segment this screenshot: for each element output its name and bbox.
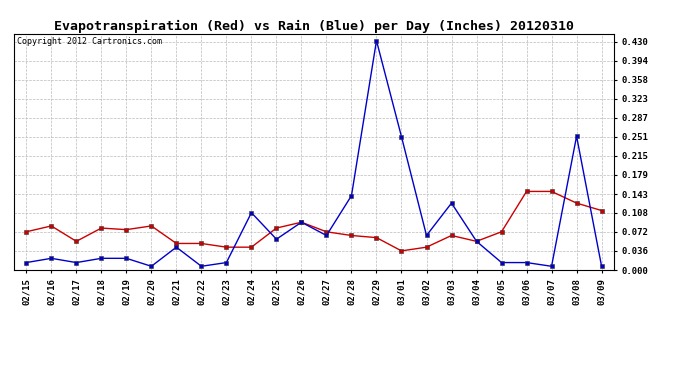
Text: Copyright 2012 Cartronics.com: Copyright 2012 Cartronics.com: [17, 37, 161, 46]
Title: Evapotranspiration (Red) vs Rain (Blue) per Day (Inches) 20120310: Evapotranspiration (Red) vs Rain (Blue) …: [54, 20, 574, 33]
